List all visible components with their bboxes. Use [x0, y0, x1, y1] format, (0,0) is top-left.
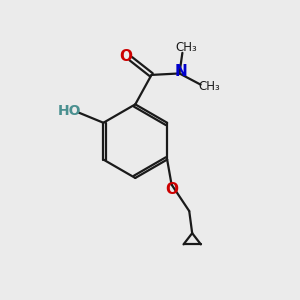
- Text: O: O: [119, 49, 132, 64]
- Text: CH₃: CH₃: [198, 80, 220, 94]
- Text: CH₃: CH₃: [175, 41, 197, 54]
- Text: O: O: [165, 182, 178, 197]
- Text: N: N: [175, 64, 187, 80]
- Text: HO: HO: [58, 104, 81, 118]
